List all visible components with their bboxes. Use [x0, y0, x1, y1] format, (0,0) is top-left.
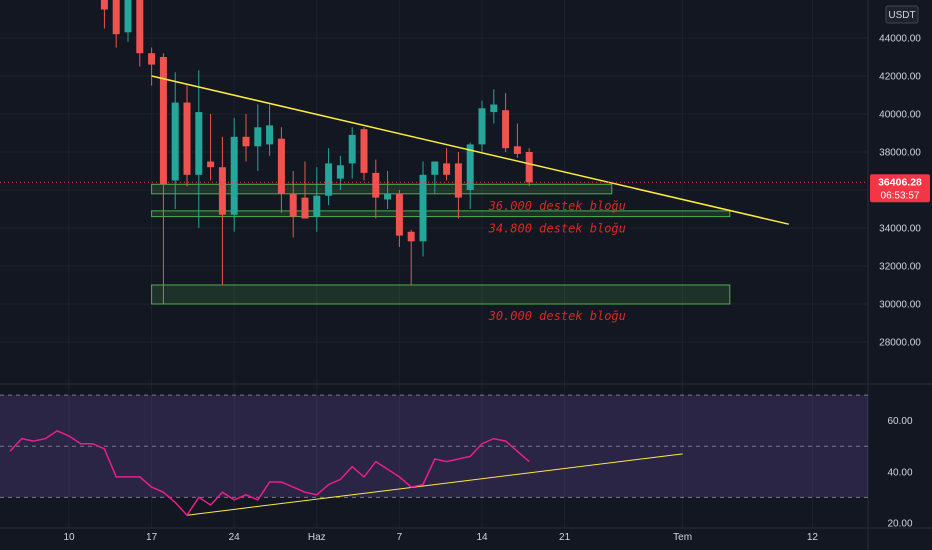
rsi-trendline[interactable]	[186, 453, 683, 516]
price-tick-label: 34000.00	[879, 224, 921, 235]
time-tick-label: 21	[559, 532, 571, 543]
candle-body	[348, 134, 356, 164]
price-tick-label: 44000.00	[879, 34, 921, 45]
candle-body	[454, 163, 462, 198]
current-price-badge	[870, 174, 930, 203]
candle-body	[502, 110, 510, 149]
support-zone-label: 36.000 destek bloğu	[488, 199, 626, 213]
candle-body	[419, 174, 427, 242]
rsi-tick-label: 60.00	[887, 416, 912, 427]
candle-body	[325, 163, 333, 196]
candle-body	[218, 167, 226, 215]
candle-body	[100, 0, 108, 10]
candle-body	[360, 129, 368, 173]
candle-body	[466, 144, 474, 190]
candle-body	[395, 193, 403, 236]
candle-body	[124, 0, 132, 33]
support-zone-labels: 36.000 destek bloğu 34.800 destek bloğu 30…	[488, 199, 626, 323]
support-zone-label: 34.800 destek bloğu	[488, 222, 626, 236]
candle-body	[195, 112, 203, 175]
candle-countdown: 06:53:57	[881, 190, 920, 201]
candle-body	[372, 172, 380, 198]
candle-body	[313, 195, 321, 217]
rsi-line	[9, 430, 530, 517]
price-tick-label: 38000.00	[879, 148, 921, 159]
candle-body	[513, 146, 521, 154]
price-tick-label: 42000.00	[879, 72, 921, 83]
candle-body	[289, 193, 297, 217]
current-price-marker: 36406.28 06:53:57	[0, 174, 930, 203]
currency-unit-label: USDT	[888, 10, 915, 21]
time-tick-label: 12	[807, 532, 819, 543]
rsi-series	[9, 430, 530, 517]
time-tick-label: 10	[63, 532, 75, 543]
rsi-tick-label: 40.00	[887, 467, 912, 478]
rsi-background-band	[0, 394, 868, 498]
candle-body	[301, 197, 309, 219]
price-tick-label: 28000.00	[879, 338, 921, 349]
candle-body	[207, 161, 215, 168]
time-tick-label: Haz	[308, 532, 326, 543]
candle-body	[525, 152, 533, 183]
candle-body	[171, 102, 179, 181]
support-zone-rect[interactable]	[151, 284, 731, 305]
candle-body	[136, 0, 144, 54]
candle-body	[336, 165, 344, 179]
time-tick-label: 14	[476, 532, 488, 543]
support-zones	[151, 183, 731, 305]
price-tick-label: 40000.00	[879, 110, 921, 121]
candle-body	[183, 102, 191, 175]
candle-body	[277, 138, 285, 194]
candle-body	[148, 53, 156, 65]
candlestick-series	[100, 0, 533, 304]
candle-body	[443, 163, 451, 175]
candle-body	[384, 193, 392, 200]
support-zone-label: 30.000 destek bloğu	[488, 309, 626, 323]
time-tick-label: Tem	[673, 532, 692, 543]
currency-unit-box[interactable]	[885, 5, 919, 24]
price-tick-label: 30000.00	[879, 300, 921, 311]
support-zone-rect[interactable]	[151, 183, 613, 195]
price-trendline[interactable]	[151, 75, 789, 225]
price-tick-label: 32000.00	[879, 262, 921, 273]
candle-body	[242, 136, 250, 147]
time-tick-label: 17	[146, 532, 158, 543]
candle-body	[490, 104, 498, 113]
candle-body	[112, 0, 120, 35]
candle-body	[407, 231, 415, 242]
candle-body	[478, 108, 486, 145]
time-tick-label: 7	[397, 532, 403, 543]
current-price-value: 36406.28	[878, 176, 922, 188]
candle-body	[230, 136, 238, 215]
candle-body	[254, 127, 262, 147]
rsi-tick-label: 20.00	[887, 518, 912, 529]
trendlines	[151, 75, 789, 516]
candle-body	[431, 161, 439, 175]
currency-unit-badge[interactable]: USDT	[885, 5, 919, 24]
candle-body	[159, 57, 167, 185]
time-tick-label: 24	[229, 532, 241, 543]
support-zone-rect[interactable]	[151, 210, 731, 218]
candle-body	[266, 125, 274, 145]
